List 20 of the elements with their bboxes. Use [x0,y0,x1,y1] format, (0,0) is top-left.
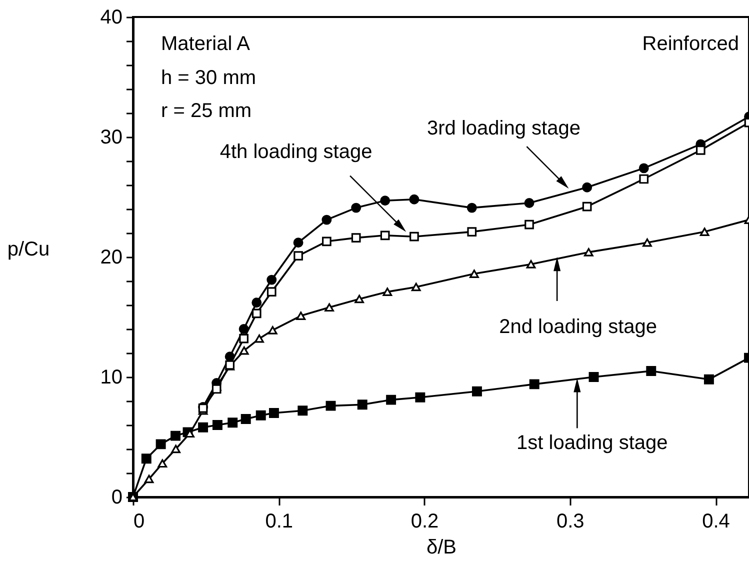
x-tick-label: 0.3 [556,510,584,532]
x-axis-title: δ/B [426,536,457,558]
annotation: 3rd loading stage [426,118,580,140]
y-tick-label: 30 [100,126,122,148]
annotation: 1st loading stage [516,432,668,454]
x-tick-label: 0.4 [702,510,730,532]
annotation: r = 25 mm [161,100,252,122]
y-axis-title: p/Cu [7,238,50,260]
x-tick-label: 0 [134,510,145,532]
annotation: Material A [161,33,251,55]
y-tick-label: 0 [111,486,122,508]
y-tick-label: 20 [100,246,122,268]
x-tick-label: 0.2 [410,510,439,532]
annotation: 2nd loading stage [499,316,658,338]
annotation: h = 30 mm [161,67,256,89]
annotation: Reinforced [642,33,739,55]
x-tick-label: 0.1 [265,510,294,532]
y-tick-label: 10 [100,366,122,388]
y-tick-label: 40 [100,6,122,28]
annotation: 4th loading stage [220,140,372,163]
